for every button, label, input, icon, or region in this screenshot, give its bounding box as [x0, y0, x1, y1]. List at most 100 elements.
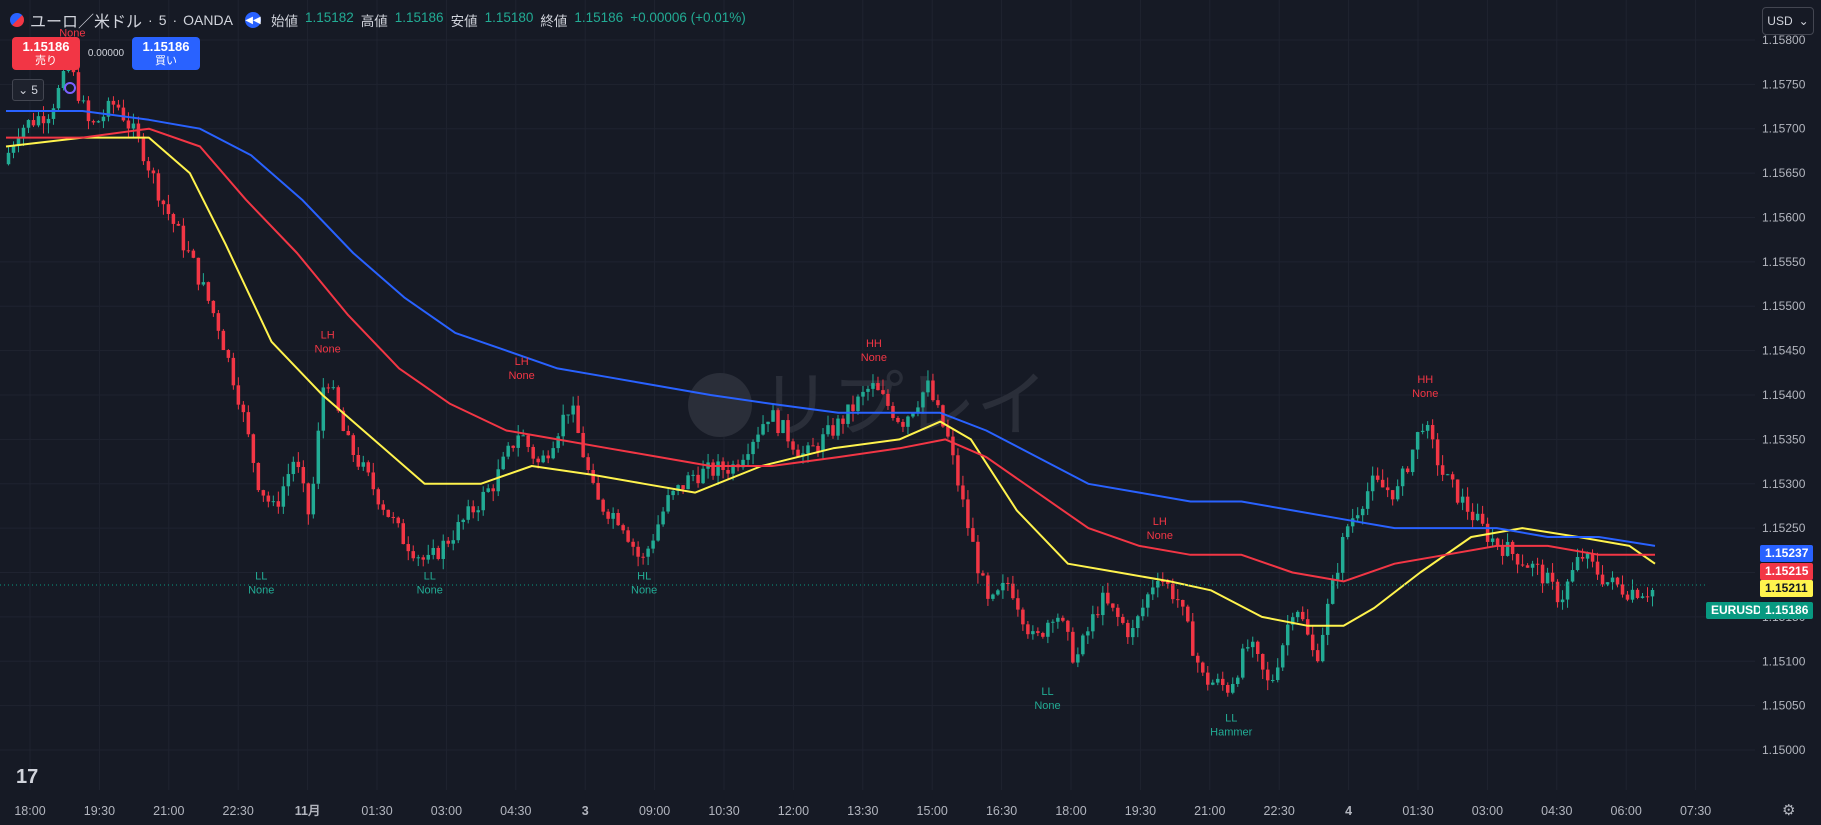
interval-label[interactable]: 5: [158, 12, 167, 28]
change-value: +0.00006 (+0.01%): [630, 10, 746, 25]
currency-selector[interactable]: USD ⌄: [1762, 7, 1814, 35]
candle-body: [586, 457, 590, 471]
candle-body: [481, 491, 485, 511]
candle-body: [276, 501, 281, 507]
gear-icon[interactable]: ⚙: [1782, 802, 1796, 819]
candle-body: [1236, 677, 1240, 684]
candle-body: [971, 528, 975, 542]
candle-body: [21, 127, 26, 138]
candle-body: [1440, 465, 1445, 475]
candle-body: [286, 474, 291, 487]
candle-body: [216, 313, 221, 331]
candle-body: [651, 540, 655, 549]
time-tick-label: 04:30: [1541, 804, 1572, 818]
candle-body: [1206, 672, 1210, 685]
sell-button[interactable]: 1.15186 売り: [12, 37, 80, 70]
candle-body: [741, 459, 745, 468]
candle-body: [876, 383, 880, 391]
candle-body: [1181, 599, 1185, 607]
pivot-code: LL: [255, 571, 267, 583]
time-tick-label: 18:00: [1055, 804, 1086, 818]
buy-label: 買い: [155, 54, 177, 67]
candle-body: [416, 557, 420, 559]
candle-body: [1136, 616, 1140, 629]
candle-body: [1465, 496, 1470, 512]
candle-body: [1156, 581, 1160, 588]
replay-start-marker-icon: [64, 82, 76, 94]
candle-body: [536, 458, 540, 463]
candle-body: [671, 490, 675, 496]
candle-body: [1645, 596, 1650, 598]
candle-body: [1320, 634, 1325, 662]
candle-body: [456, 522, 460, 541]
candle-body: [271, 501, 276, 503]
candle-body: [726, 469, 730, 474]
candle-body: [186, 250, 191, 252]
candle-body: [561, 414, 565, 437]
candle-body: [1630, 589, 1635, 600]
candle-body: [1475, 513, 1480, 521]
candle-body: [986, 575, 990, 599]
candle-body: [1425, 424, 1430, 431]
candle-body: [1445, 474, 1450, 476]
candle-body: [1300, 611, 1305, 620]
candle-body: [981, 573, 985, 576]
candle-body: [311, 483, 316, 515]
replay-icon[interactable]: ◀◀: [244, 12, 261, 28]
time-tick-label: 03:00: [431, 804, 462, 818]
candle-body: [711, 462, 715, 476]
chevron-down-icon: ⌄: [1798, 14, 1809, 28]
candle-body: [6, 152, 11, 165]
candle-body: [476, 510, 480, 513]
candle-body: [1550, 572, 1555, 582]
candle-body: [1600, 574, 1605, 585]
candle-body: [1370, 475, 1375, 492]
candle-body: [1430, 424, 1435, 440]
candle-body: [606, 511, 610, 519]
candle-body: [1131, 628, 1135, 638]
candle-body: [31, 120, 36, 126]
candle-body: [431, 547, 435, 555]
indicators-toggle[interactable]: ⌄ 5: [12, 79, 44, 101]
candle-body: [601, 499, 605, 512]
buy-button[interactable]: 1.15186 買い: [132, 37, 200, 70]
candle-body: [91, 121, 96, 123]
candle-body: [346, 430, 351, 436]
tradingview-logo-icon[interactable]: 17: [16, 766, 39, 788]
candle-body: [1001, 582, 1005, 591]
candle-body: [546, 455, 550, 459]
candle-body: [1226, 684, 1230, 693]
candle-body: [921, 392, 925, 408]
candle-body: [256, 462, 261, 491]
candle-body: [11, 146, 16, 153]
candle-body: [426, 554, 430, 560]
candle-body: [321, 387, 326, 431]
candle-body: [816, 445, 820, 452]
price-tick-label: 1.15100: [1762, 654, 1806, 668]
low-value: 1.15180: [484, 10, 534, 25]
candle-body: [531, 446, 535, 459]
candle-body: [1061, 617, 1065, 621]
candle-body: [181, 225, 186, 251]
candle-body: [1545, 572, 1550, 584]
candle-body: [1290, 617, 1295, 625]
time-tick-label: 11月: [295, 804, 321, 818]
symbol-name[interactable]: ユーロ／米ドル: [30, 14, 143, 31]
pivot-pattern: None: [861, 352, 887, 364]
time-tick-label: 21:00: [1194, 804, 1225, 818]
pivot-code: LH: [1153, 516, 1167, 528]
candle-body: [636, 546, 640, 557]
candle-body: [566, 414, 570, 416]
price-tick-label: 1.15600: [1762, 210, 1806, 224]
candle-body: [676, 485, 680, 491]
candle-body: [26, 120, 31, 128]
candle-body: [401, 523, 406, 545]
candle-body: [496, 469, 500, 492]
candle-body: [681, 485, 685, 490]
price-badge: 1.15211: [1760, 580, 1813, 597]
candle-body: [1305, 619, 1310, 635]
pivot-pattern: None: [248, 585, 274, 597]
candle-body: [266, 495, 271, 502]
candle-body: [871, 383, 875, 389]
